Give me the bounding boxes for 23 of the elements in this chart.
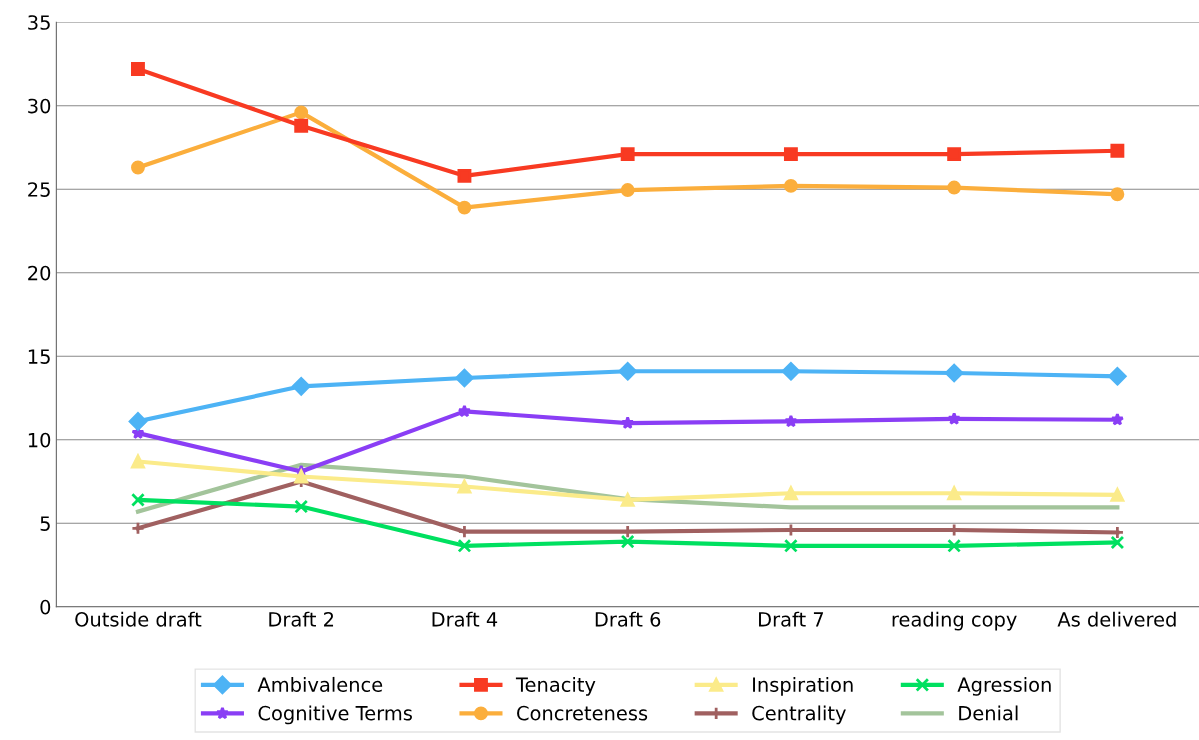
legend-label: Agression (957, 676, 1051, 696)
legend-label: Concreteness (517, 705, 648, 721)
legend-label: Inspiration (753, 676, 853, 696)
y-tick-label: 30 (28, 98, 51, 114)
y-tick-label: 35 (28, 15, 50, 30)
y-tick-label: 0 (40, 599, 51, 615)
y-tick-label: 20 (28, 265, 51, 281)
x-tick-label: reading copy (892, 611, 1017, 631)
x-tick-label: Draft 2 (269, 611, 334, 627)
x-tick-label: Draft 7 (759, 611, 824, 627)
legend-label: Denial (959, 705, 1018, 721)
y-tick-label: 10 (28, 432, 51, 448)
x-tick-label: Outside draft (75, 611, 202, 627)
legend-label: Cognitive Terms (258, 705, 412, 725)
x-tick-label: As delivered (1057, 611, 1176, 627)
legend-label: Centrality (752, 705, 846, 725)
legend-label: Ambivalence (257, 676, 383, 692)
x-tick-label: Draft 4 (432, 611, 498, 627)
y-tick-label: 25 (28, 182, 50, 197)
y-tick-label: 5 (40, 516, 50, 531)
y-tick-label: 15 (28, 349, 50, 364)
x-tick-label: Draft 6 (595, 611, 661, 627)
legend-label: Tenacity (515, 676, 596, 696)
